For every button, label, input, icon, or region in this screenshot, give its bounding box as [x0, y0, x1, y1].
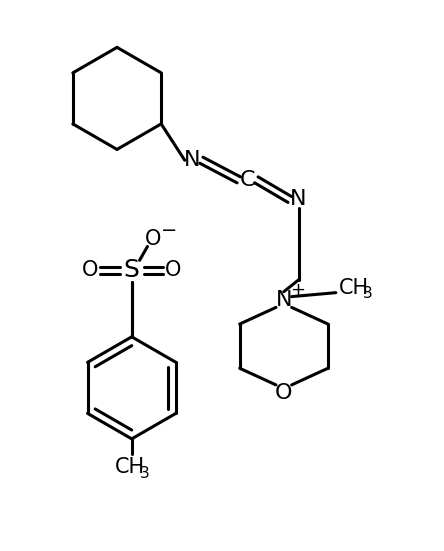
Text: N: N — [276, 289, 292, 310]
Text: N: N — [184, 150, 201, 170]
Text: O: O — [275, 383, 293, 403]
Text: 3: 3 — [362, 286, 372, 301]
Text: N: N — [290, 190, 307, 209]
Text: CH: CH — [338, 278, 369, 298]
Text: +: + — [290, 280, 305, 299]
Text: O: O — [165, 260, 181, 280]
Text: CH: CH — [115, 457, 145, 477]
Text: O: O — [145, 229, 162, 249]
Text: O: O — [82, 260, 99, 280]
Text: −: − — [161, 222, 177, 240]
Text: S: S — [124, 258, 140, 282]
Text: 3: 3 — [139, 466, 149, 480]
Text: C: C — [240, 170, 255, 190]
